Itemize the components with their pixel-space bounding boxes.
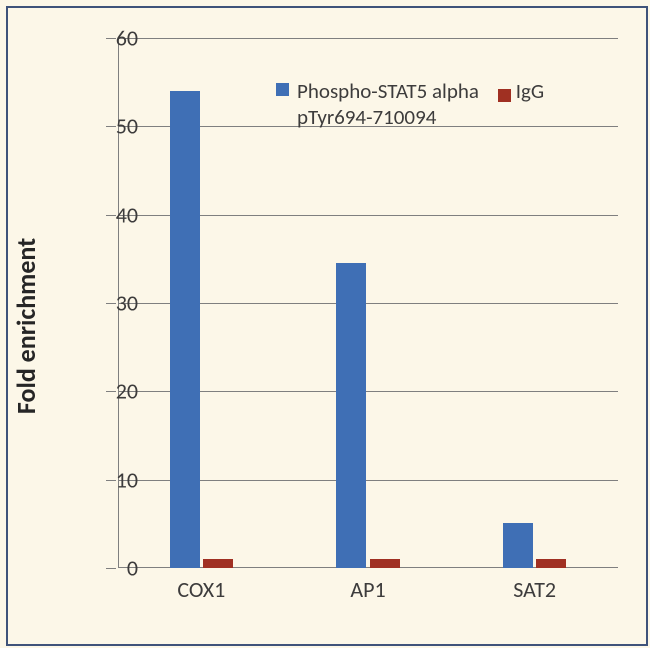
y-tick-label: 10 — [78, 466, 138, 493]
y-tick-label: 0 — [78, 555, 138, 582]
bar — [503, 523, 533, 568]
y-tick-label: 50 — [78, 113, 138, 140]
legend-text: Phospho-STAT5 alpha IgG pTyr694-710094 — [297, 78, 544, 130]
bar — [370, 559, 400, 568]
legend-label-line2: pTyr694-710094 — [297, 104, 436, 130]
bar — [170, 91, 200, 568]
bar — [203, 559, 233, 568]
bar — [536, 559, 566, 568]
legend-label-line1: Phospho-STAT5 alpha — [297, 78, 479, 104]
legend-swatch-icon — [498, 89, 511, 102]
y-tick-label: 60 — [78, 25, 138, 52]
legend: Phospho-STAT5 alpha IgG pTyr694-710094 — [276, 78, 544, 130]
bar — [336, 263, 366, 568]
x-tick-label: COX1 — [177, 576, 225, 603]
x-tick-label: AP1 — [350, 576, 385, 603]
legend-label-line1: IgG — [516, 78, 544, 104]
legend-swatch-icon — [276, 83, 289, 96]
y-tick-label: 40 — [78, 201, 138, 228]
legend-row: Phospho-STAT5 alpha IgG pTyr694-710094 — [276, 78, 544, 130]
y-tick-label: 20 — [78, 378, 138, 405]
gridline — [118, 38, 618, 39]
x-tick-label: SAT2 — [513, 576, 556, 603]
y-tick-label: 30 — [78, 290, 138, 317]
y-axis-label: Fold enrichment — [10, 238, 42, 414]
chart-frame: Fold enrichment Phospho-STAT5 alpha IgG … — [6, 6, 648, 646]
